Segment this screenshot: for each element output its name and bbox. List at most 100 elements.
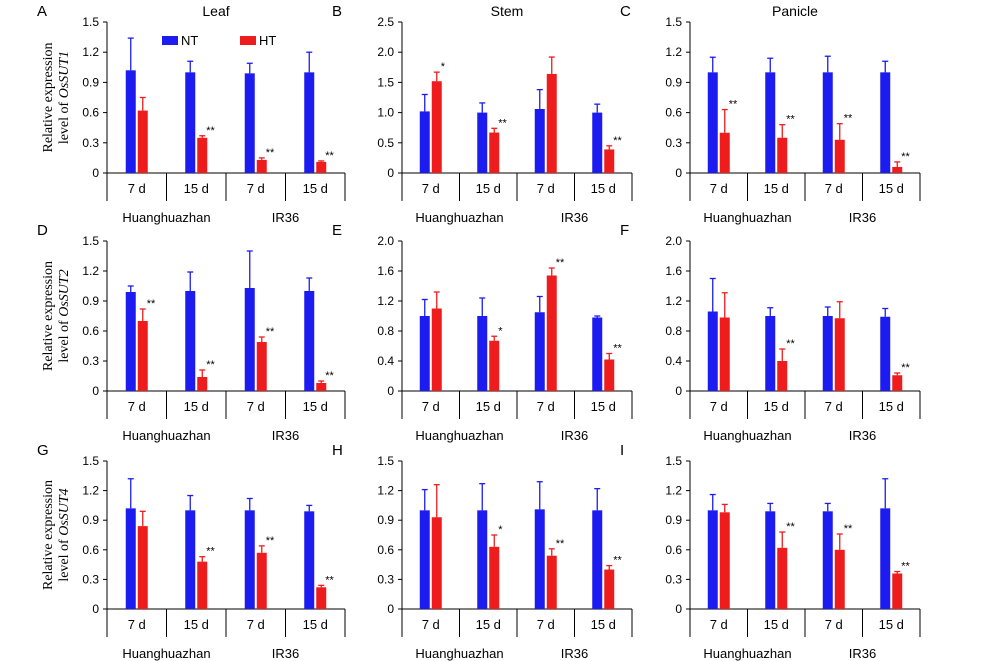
panel-label: B xyxy=(332,3,342,20)
bar-nt xyxy=(707,72,718,173)
significance-mark: ** xyxy=(325,150,334,162)
panel-title: Stem xyxy=(491,3,524,19)
y-tick-label: 0 xyxy=(675,602,682,616)
group-label: Huanghuazhan xyxy=(122,646,210,661)
panel-g: G Relative expressionlevel of OsSUT4 0 0.3 0… xyxy=(37,442,346,661)
category-label: 15 d xyxy=(879,617,904,632)
significance-mark: * xyxy=(441,61,446,73)
bar-ht xyxy=(316,161,327,173)
y-tick-label: 0 xyxy=(675,384,682,398)
significance-mark: ** xyxy=(498,117,507,129)
category-label: 15 d xyxy=(764,617,789,632)
bar-ht xyxy=(892,375,903,391)
bar-nt xyxy=(822,72,833,173)
y-tick-label: 0.4 xyxy=(665,354,682,368)
significance-mark: ** xyxy=(729,99,738,111)
group-label: IR36 xyxy=(561,210,588,225)
category-label: 7 d xyxy=(537,617,555,632)
category-label: 7 d xyxy=(537,399,555,414)
y-tick-label: 1.5 xyxy=(665,454,682,468)
bar-nt xyxy=(765,511,776,609)
group-label: IR36 xyxy=(272,210,299,225)
bar-nt xyxy=(304,511,315,609)
y-tick-label: 2.0 xyxy=(377,234,394,248)
category-label: 7 d xyxy=(825,399,843,414)
bar-nt xyxy=(185,510,196,609)
bar-nt xyxy=(592,317,603,391)
y-tick-label: 2.5 xyxy=(377,15,394,29)
significance-mark: ** xyxy=(786,114,795,126)
bar-ht xyxy=(834,549,845,609)
category-label: 7 d xyxy=(710,399,728,414)
category-label: 7 d xyxy=(128,181,146,196)
category-label: 15 d xyxy=(303,399,328,414)
y-axis-label: Relative expressionlevel of OsSUT4 xyxy=(41,480,72,590)
bar-ht xyxy=(197,377,208,391)
significance-mark: ** xyxy=(266,147,275,159)
y-tick-label: 0 xyxy=(675,166,682,180)
group-label: IR36 xyxy=(849,646,876,661)
category-label: 15 d xyxy=(476,617,501,632)
bar-nt xyxy=(880,316,891,391)
bar-ht xyxy=(431,81,442,173)
y-tick-label: 0 xyxy=(92,384,99,398)
y-tick-label: 0.8 xyxy=(665,324,682,338)
y-tick-label: 0 xyxy=(92,166,99,180)
y-tick-label: 0.9 xyxy=(665,513,682,527)
bar-nt xyxy=(822,511,833,609)
y-tick-label: 1.5 xyxy=(665,15,682,29)
group-label: Huanghuazhan xyxy=(703,428,791,443)
y-tick-label: 0.6 xyxy=(665,543,682,557)
bar-nt xyxy=(534,509,545,609)
bar-ht xyxy=(489,132,500,173)
y-tick-label: 1.5 xyxy=(377,75,394,89)
bar-nt xyxy=(125,508,136,609)
bar-ht xyxy=(197,561,208,609)
significance-mark: ** xyxy=(844,523,853,535)
y-tick-label: 0.9 xyxy=(82,294,99,308)
legend: NT HT xyxy=(162,33,276,48)
category-label: 7 d xyxy=(128,617,146,632)
category-label: 7 d xyxy=(710,181,728,196)
category-label: 15 d xyxy=(591,399,616,414)
significance-mark: * xyxy=(498,325,503,337)
bar-ht xyxy=(256,552,267,609)
significance-mark: ** xyxy=(325,574,334,586)
bar-nt xyxy=(707,311,718,391)
bar-nt xyxy=(477,510,488,609)
panel-a: A Leaf Relative expressionlevel of OsSUT1 0… xyxy=(37,3,346,225)
bar-nt xyxy=(765,72,776,173)
group-label: IR36 xyxy=(272,646,299,661)
bar-ht xyxy=(719,512,730,609)
y-tick-label: 1.6 xyxy=(665,264,682,278)
bar-nt xyxy=(592,112,603,173)
y-tick-label: 0.3 xyxy=(665,136,682,150)
bar-ht xyxy=(892,573,903,609)
bar-nt xyxy=(185,291,196,391)
significance-mark: ** xyxy=(556,257,565,269)
category-label: 7 d xyxy=(422,399,440,414)
y-tick-label: 0.6 xyxy=(82,543,99,557)
group-label: Huanghuazhan xyxy=(415,428,503,443)
y-tick-label: 2.0 xyxy=(377,45,394,59)
category-label: 7 d xyxy=(247,399,265,414)
y-tick-label: 0.9 xyxy=(82,75,99,89)
category-label: 7 d xyxy=(422,181,440,196)
y-tick-label: 0.5 xyxy=(377,136,394,150)
panel-h: H 0 0.3 0.6 0.9 1.2 1.5 7 d * 15 d ** 7 d ** 15 d Huan… xyxy=(332,442,633,661)
significance-mark: ** xyxy=(325,370,334,382)
bar-ht xyxy=(777,137,788,173)
bar-ht xyxy=(316,383,327,391)
category-label: 7 d xyxy=(825,617,843,632)
bar-ht xyxy=(604,149,615,173)
y-tick-label: 1.2 xyxy=(665,294,682,308)
category-label: 15 d xyxy=(879,181,904,196)
y-tick-label: 0.6 xyxy=(377,543,394,557)
y-tick-label: 1.6 xyxy=(377,264,394,278)
y-tick-label: 0.3 xyxy=(665,572,682,586)
bar-nt xyxy=(304,72,315,173)
bar-nt xyxy=(125,292,136,391)
significance-mark: ** xyxy=(901,362,910,374)
y-tick-label: 1.2 xyxy=(82,264,99,278)
y-tick-label: 0.9 xyxy=(377,513,394,527)
